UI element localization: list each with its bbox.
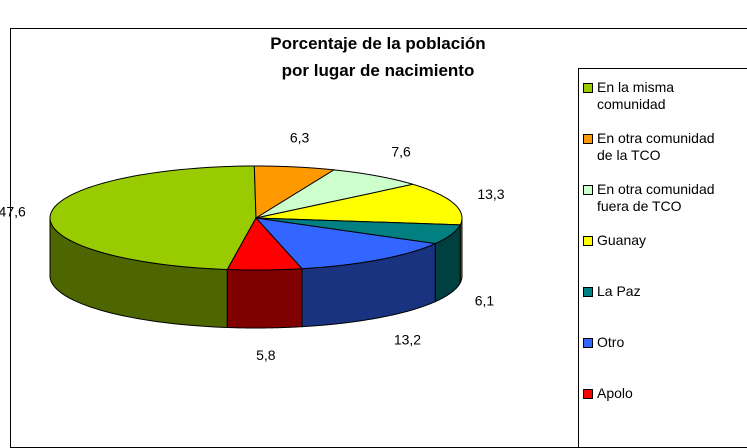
data-label: 13,2 — [394, 331, 421, 347]
slice — [255, 169, 414, 219]
legend-label: En otra comunidad de la TCO — [597, 130, 715, 163]
legend-label: Apolo — [597, 385, 633, 401]
slice — [49, 165, 257, 271]
legend-item: La Paz — [583, 283, 733, 300]
legend-item: En otra comunidad de la TCO — [583, 130, 733, 164]
legend-swatch — [583, 236, 593, 246]
legend-label: En otra comunidad fuera de TCO — [597, 181, 715, 214]
slice — [226, 217, 304, 271]
legend-swatch — [583, 389, 593, 399]
legend-label: Guanay — [597, 232, 647, 248]
data-label: 13,3 — [477, 186, 504, 202]
legend-swatch — [583, 287, 593, 297]
slice-side — [226, 268, 303, 329]
slice — [253, 165, 336, 219]
slice — [255, 183, 463, 226]
chart-title: Porcentaje de la población por lugar de … — [270, 34, 486, 80]
data-label: 6,3 — [290, 130, 310, 146]
slice — [254, 217, 438, 270]
data-label: 5,8 — [256, 347, 276, 363]
legend-label: Otro — [597, 334, 625, 350]
legend-swatch — [583, 338, 593, 348]
legend-label: En la misma comunidad — [597, 79, 675, 112]
legend-item: En otra comunidad fuera de TCO — [583, 181, 733, 215]
legend: En la misma comunidad En otra comunidad d… — [578, 68, 747, 448]
pie-chart: 47,6 6,3 7,6 13,3 6,1 13,2 5,8 — [0, 130, 505, 364]
data-label: 47,6 — [0, 203, 26, 219]
legend-swatch — [583, 134, 593, 144]
page: Porcentaje de la población por lugar de … — [0, 28, 747, 448]
legend-item: Guanay — [583, 232, 733, 249]
data-label: 6,1 — [475, 292, 495, 308]
legend-swatch — [583, 83, 593, 93]
slice — [255, 217, 462, 245]
legend-swatch — [583, 185, 593, 195]
data-label: 7,6 — [391, 143, 411, 159]
legend-item: Otro — [583, 334, 733, 351]
legend-item: Apolo — [583, 385, 733, 402]
legend-item: En la misma comunidad — [583, 79, 733, 113]
legend-label: La Paz — [597, 283, 641, 299]
